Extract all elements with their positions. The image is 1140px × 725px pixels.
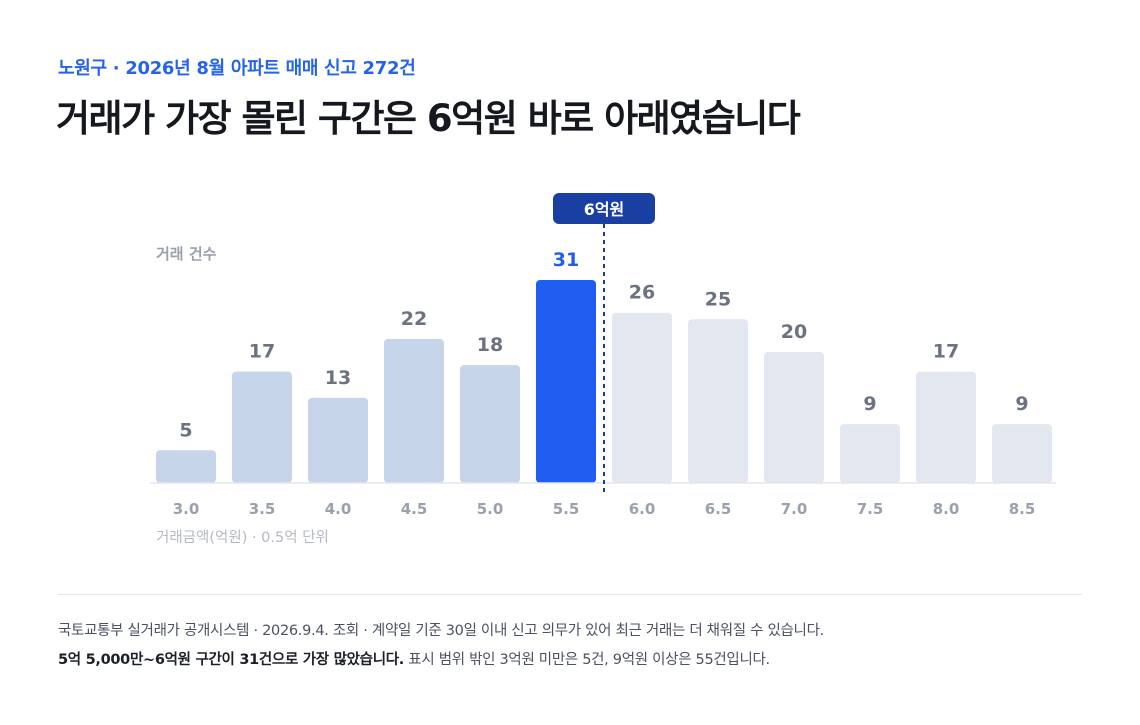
value-label-6.0: 26 xyxy=(629,282,655,304)
value-label-4.0: 13 xyxy=(325,367,351,389)
summary-rest: 표시 범위 밖인 3억원 미만은 5건, 9억원 이상은 55건입니다. xyxy=(404,652,770,668)
x-tick-6.5: 6.5 xyxy=(705,500,732,518)
x-tick-4.0: 4.0 xyxy=(325,500,352,518)
value-label-5.0: 18 xyxy=(477,334,503,356)
value-label-3.0: 5 xyxy=(179,419,192,441)
marker-label: 6억원 xyxy=(584,200,625,219)
value-label-8.5: 9 xyxy=(1015,393,1028,415)
value-label-5.5: 31 xyxy=(553,249,579,271)
x-tick-5.0: 5.0 xyxy=(477,500,504,518)
bar-7.0 xyxy=(764,352,824,483)
value-label-7.5: 9 xyxy=(863,393,876,415)
x-tick-8.0: 8.0 xyxy=(933,500,960,518)
x-tick-5.5: 5.5 xyxy=(553,500,580,518)
summary-note: 5억 5,000만~6억원 구간이 31건으로 가장 많았습니다. 표시 범위 … xyxy=(58,648,770,669)
bar-8.0 xyxy=(916,371,976,483)
bar-7.5 xyxy=(840,424,900,483)
x-tick-6.0: 6.0 xyxy=(629,500,656,518)
bar-4.5 xyxy=(384,338,444,483)
x-tick-7.0: 7.0 xyxy=(781,500,808,518)
value-label-3.5: 17 xyxy=(249,341,275,363)
x-tick-4.5: 4.5 xyxy=(401,500,428,518)
x-tick-labels-layer: 3.0 3.5 4.0 4.5 5.0 5.5 6.0 6.5 7.0 7.5 8.0 8.5 xyxy=(173,500,1036,518)
bar-5.5 xyxy=(536,280,596,483)
value-label-4.5: 22 xyxy=(401,308,427,330)
summary-strong: 5억 5,000만~6억원 구간이 31건으로 가장 많았습니다. xyxy=(58,652,404,668)
y-axis-label: 거래 건수 xyxy=(156,245,217,263)
x-tick-8.5: 8.5 xyxy=(1009,500,1036,518)
value-label-8.0: 17 xyxy=(933,341,959,363)
histogram-chart: 5 17 13 22 18 31 26 25 20 9 17 9 3.0 3.5 4.0 4.5 5.0 5.5… xyxy=(150,193,1056,546)
x-tick-7.5: 7.5 xyxy=(857,500,884,518)
chart-kicker: 노원구 · 2026년 8월 아파트 매매 신고 272건 xyxy=(58,58,416,79)
value-labels-layer: 5 17 13 22 18 31 26 25 20 9 17 9 xyxy=(179,249,1028,441)
x-tick-3.0: 3.0 xyxy=(173,500,200,518)
bar-5.0 xyxy=(460,365,520,483)
x-tick-3.5: 3.5 xyxy=(249,500,276,518)
bar-3.5 xyxy=(232,371,292,483)
bar-6.5 xyxy=(688,319,748,483)
bar-3.0 xyxy=(156,450,216,483)
bar-6.0 xyxy=(612,312,672,483)
x-axis-label: 거래금액(억원) · 0.5억 단위 xyxy=(156,529,329,546)
marker-pill xyxy=(553,193,655,224)
bar-8.5 xyxy=(992,424,1052,483)
source-note: 국토교통부 실거래가 공개시스템 · 2026.9.4. 조회 · 계약일 기준… xyxy=(58,623,824,639)
chart-headline: 거래가 가장 몰린 구간은 6억원 바로 아래였습니다 xyxy=(56,97,801,140)
value-label-7.0: 20 xyxy=(781,321,807,343)
marker-layer: 6억원 xyxy=(553,193,655,495)
bar-4.0 xyxy=(308,397,368,483)
bars-layer xyxy=(156,280,1052,483)
value-label-6.5: 25 xyxy=(705,288,731,310)
footer-divider xyxy=(58,594,1082,595)
